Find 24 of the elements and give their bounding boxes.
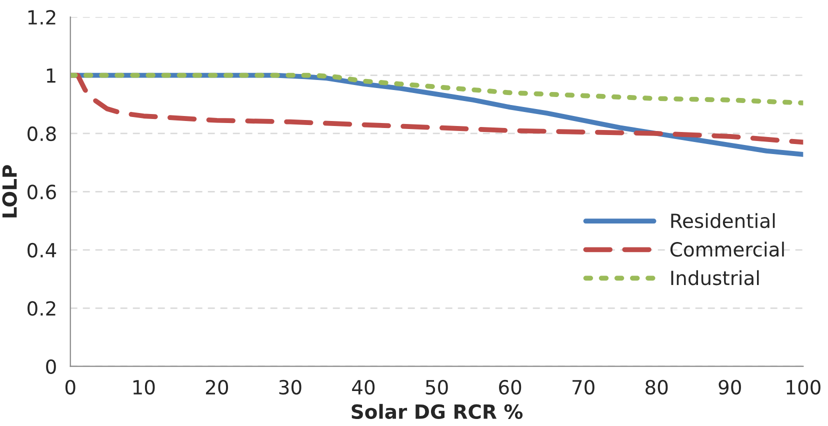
x-tick-label: 80: [646, 380, 668, 395]
legend-label: Industrial: [671, 270, 759, 286]
y-tick-label: 1: [46, 68, 56, 83]
x-tick-label: 70: [572, 380, 594, 395]
y-tick-label: 0.2: [28, 301, 56, 316]
x-tick-label: 50: [426, 380, 448, 395]
x-tick-label: 20: [206, 380, 228, 395]
legend-label: Commercial: [670, 242, 784, 257]
y-tick-label: 0.4: [28, 242, 56, 258]
y-tick-label: 0.6: [28, 184, 56, 200]
y-tick-label: 0.8: [28, 126, 56, 142]
line-series: [70, 72, 804, 106]
y-axis-title: LOLP: [2, 165, 17, 218]
x-tick-label: 90: [718, 380, 741, 395]
x-tick-label: 10: [133, 380, 155, 395]
x-tick-label: 100: [786, 380, 820, 395]
y-tick-label: 1.2: [28, 10, 56, 24]
x-tick-label: 0: [65, 380, 76, 395]
y-tick-label: 0: [46, 359, 56, 374]
x-tick-label: 30: [279, 380, 302, 395]
x-tick-label: 40: [352, 380, 375, 395]
legend-label: Residential: [671, 213, 775, 228]
x-tick-label: 60: [499, 380, 522, 395]
x-axis-title: Solar DG RCR %: [352, 404, 523, 419]
